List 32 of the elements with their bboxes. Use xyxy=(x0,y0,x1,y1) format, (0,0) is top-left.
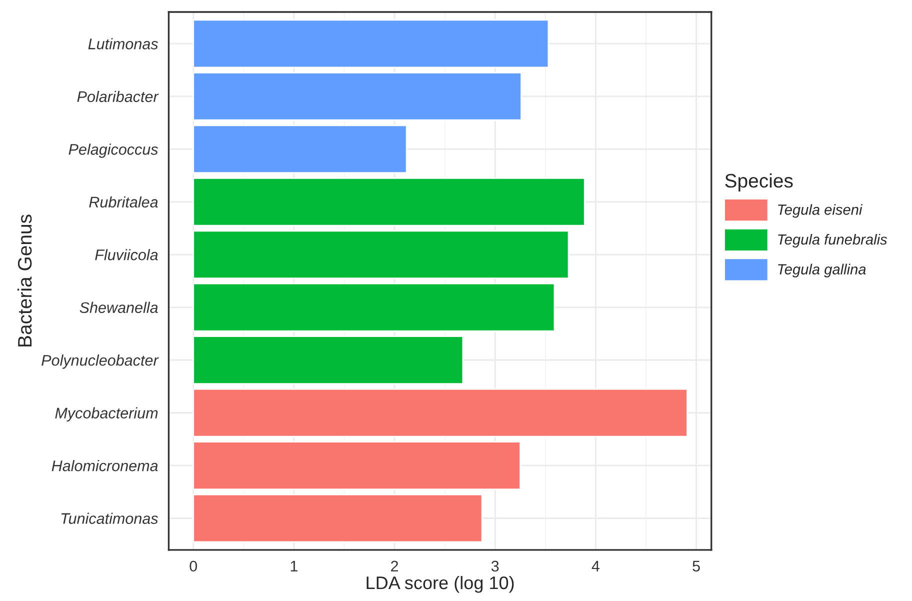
x-tick-label: 1 xyxy=(290,560,298,572)
y-axis-title: Bacteria Genus xyxy=(17,214,32,346)
y-tick-label: Rubritalea xyxy=(89,196,158,208)
bar xyxy=(192,124,408,174)
y-tick-label: Fluviicola xyxy=(95,249,158,260)
x-tick-label: 2 xyxy=(391,560,398,572)
y-tick-label: Shewanella xyxy=(80,302,158,314)
legend-title: Species xyxy=(725,173,793,192)
x-tick-label: 0 xyxy=(190,560,198,572)
bar xyxy=(192,19,550,68)
y-tick-label: Pelagicoccus xyxy=(68,144,158,158)
bar xyxy=(192,441,521,490)
y-tick-label: Lutimonas xyxy=(88,38,158,50)
y-tick-label: Tunicatimonas xyxy=(61,512,158,524)
bar xyxy=(192,336,464,384)
y-tick-label: Polynucleobacter xyxy=(42,354,159,369)
legend-label: Tegula gallina xyxy=(778,264,866,278)
x-tick-label: 4 xyxy=(592,560,600,572)
y-tick-label: Polaribacter xyxy=(77,90,159,102)
bar xyxy=(192,282,556,332)
x-tick-label: 3 xyxy=(491,560,499,572)
bar xyxy=(192,388,688,438)
bar xyxy=(192,72,522,121)
bar xyxy=(192,230,570,280)
bar xyxy=(192,177,586,226)
legend-label: Tegula funebralis xyxy=(778,234,888,248)
legend-label: Tegula eiseni xyxy=(778,204,863,218)
x-axis-title: LDA score (log 10) xyxy=(366,576,514,593)
bar xyxy=(192,494,483,543)
y-tick-label: Mycobacterium xyxy=(55,407,158,422)
x-tick-label: 5 xyxy=(692,560,700,572)
y-tick-label: Halomicronema xyxy=(52,460,158,472)
